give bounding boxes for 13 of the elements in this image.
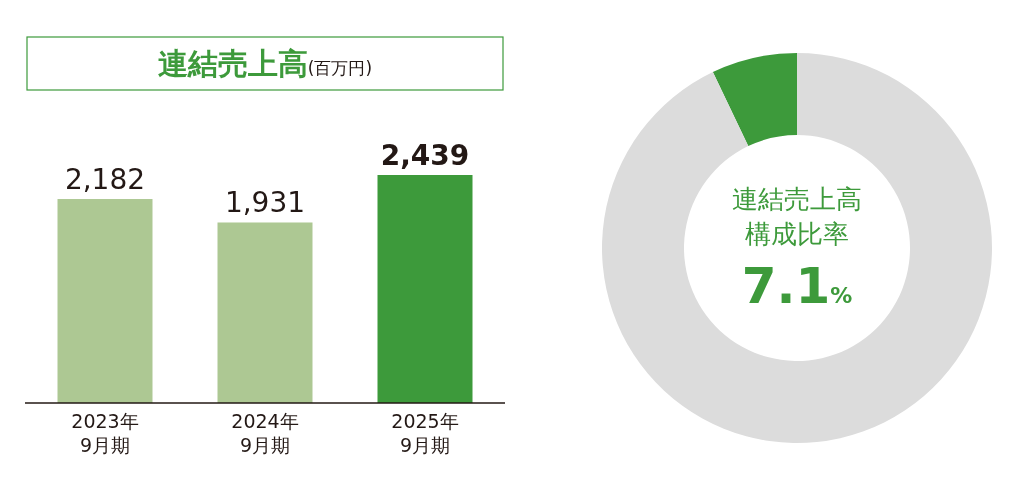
- x-tick-label: 2025年 9月期: [391, 410, 459, 456]
- donut-slice: [712, 53, 797, 147]
- data-label: 2,439: [380, 139, 470, 172]
- text: 連結売上高: [732, 184, 862, 214]
- x-tick-label: 2023年 9月期: [71, 410, 139, 456]
- data-label: 2,182: [64, 163, 146, 197]
- chart-title: 連結売上高: [157, 46, 308, 81]
- chart-subtitle: (百万円): [307, 58, 373, 78]
- text: 構成比率: [745, 219, 849, 249]
- data-label: 1,931: [224, 186, 306, 220]
- text: 7.1%: [741, 257, 853, 315]
- donut-slice: [602, 53, 992, 443]
- x-tick-label: 2024年 9月期: [231, 410, 299, 456]
